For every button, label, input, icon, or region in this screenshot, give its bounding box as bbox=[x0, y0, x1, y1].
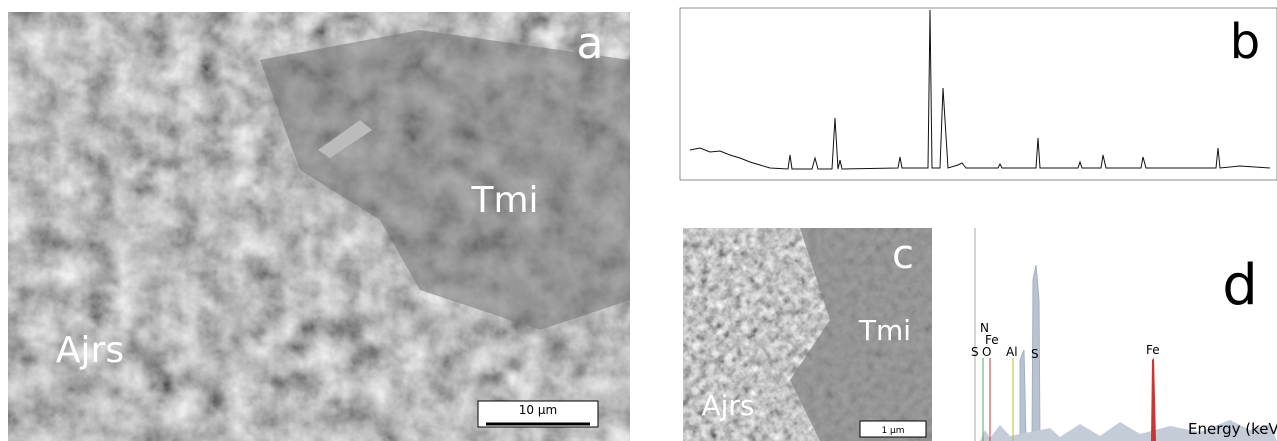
panel-letter: a bbox=[577, 18, 604, 69]
figure: a Tmi Ajrs 10 µm b c Tmi Ajrs 1 µm d N F… bbox=[0, 0, 1277, 441]
scale-label: 1 µm bbox=[881, 426, 904, 436]
peak-line bbox=[1151, 358, 1156, 441]
label: Ajrs bbox=[701, 389, 754, 422]
peak-label: Al bbox=[1006, 345, 1018, 359]
panel-d: d N Fe S O Al S Fe Energy (keV bbox=[971, 228, 1277, 441]
peak-label: S bbox=[971, 345, 979, 359]
peak-labels: N Fe S O Al S Fe bbox=[971, 321, 1160, 361]
label: Tmi bbox=[470, 180, 538, 221]
panel-c: c Tmi Ajrs 1 µm bbox=[683, 228, 932, 441]
panel-b: b bbox=[680, 8, 1277, 180]
peak-label: S bbox=[1031, 347, 1039, 361]
label: Tmi bbox=[858, 314, 911, 347]
axis-label: Energy (keV bbox=[1188, 420, 1277, 438]
page: a Tmi Ajrs 10 µm b c Tmi Ajrs 1 µm d N F… bbox=[0, 0, 1277, 441]
peak-label: Fe bbox=[1146, 343, 1160, 357]
panel-letter: c bbox=[892, 232, 914, 278]
scale-label: 10 µm bbox=[519, 403, 557, 417]
panel-letter: b bbox=[1230, 14, 1260, 70]
panel-a: a Tmi Ajrs 10 µm bbox=[8, 12, 630, 441]
peak-label: O bbox=[982, 345, 991, 359]
xrd-trace bbox=[690, 10, 1270, 169]
label: Ajrs bbox=[56, 330, 124, 371]
panel-letter: d bbox=[1222, 253, 1258, 318]
plot-frame bbox=[680, 8, 1277, 180]
